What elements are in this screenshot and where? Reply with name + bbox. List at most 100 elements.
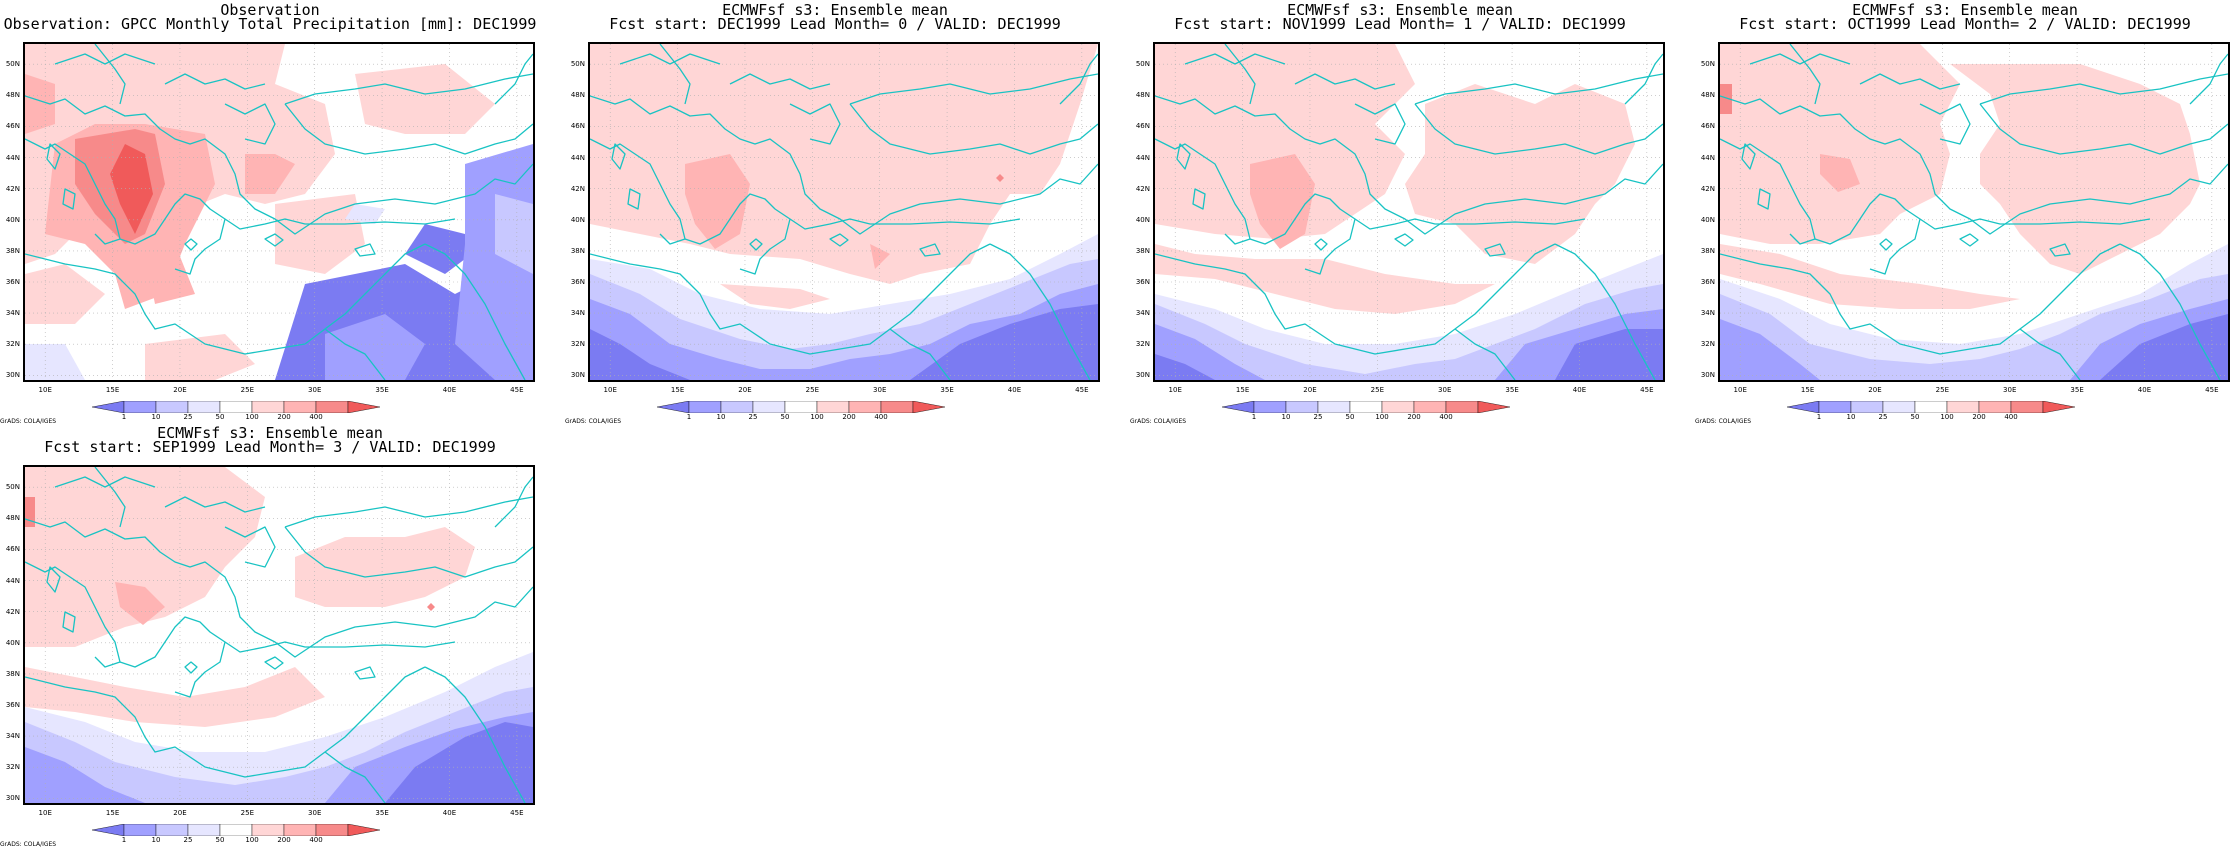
coastline	[324, 328, 386, 380]
lat-tick-label: 32N	[1700, 340, 1715, 349]
coastline	[849, 103, 1098, 155]
shading-region	[720, 284, 830, 309]
map-frame	[1718, 42, 2230, 382]
colorbar-segment	[347, 824, 380, 836]
coastline	[264, 656, 284, 670]
shading-region	[590, 329, 690, 380]
lat-tick-label: 46N	[1700, 122, 1715, 131]
coastline	[1720, 243, 2121, 355]
coastline	[1454, 328, 1516, 380]
lat-tick-label: 48N	[5, 514, 20, 523]
grads-credit: GrADS: COLA/IGES	[0, 841, 57, 848]
lon-tick-label: 20E	[738, 386, 752, 394]
colorbar-tick-label: 400	[874, 413, 888, 421]
lat-tick-label: 36N	[5, 278, 20, 286]
lat-tick-label: 34N	[1700, 309, 1715, 318]
lat-tick-label: 30N	[570, 371, 585, 380]
panel-title-line1: Observation	[220, 1, 320, 19]
lon-tick-label: 10E	[603, 386, 617, 394]
lon-tick-label: 10E	[38, 386, 52, 394]
panel-title-line1: ECMWFsf s3: Ensemble mean	[1287, 1, 1513, 19]
coastline	[1414, 73, 1663, 105]
coastline	[1059, 53, 1098, 105]
coastline	[1789, 44, 1821, 105]
shading-region	[910, 304, 1098, 380]
coastline	[354, 243, 376, 257]
lon-tick-label: 35E	[940, 386, 954, 394]
colorbar-segment	[1285, 401, 1319, 413]
coastline	[590, 95, 1098, 235]
lat-tick-label: 30N	[1135, 371, 1150, 380]
colorbar-segment	[92, 401, 125, 413]
shading-region	[25, 264, 105, 324]
coastline	[2019, 328, 2081, 380]
coastline	[25, 666, 426, 778]
colorbar-tick-label: 100	[245, 413, 259, 421]
panel-title-line2: Fcst start: SEP1999 Lead Month= 3 / VALI…	[44, 438, 496, 456]
colorbar-tick-label: 50	[215, 836, 225, 844]
colorbar-segment	[251, 824, 285, 836]
panel-lead-2: ECMWFsf s3: Ensemble mean Fcst start: OC…	[1695, 0, 2240, 430]
shading-region	[110, 144, 153, 234]
coastline	[1554, 243, 1656, 380]
colorbar-segment	[657, 401, 690, 413]
lat-tick-label: 42N	[1700, 184, 1715, 193]
colorbar-segment	[912, 401, 945, 413]
shading-region	[1720, 244, 2020, 309]
lon-tick-label: 15E	[670, 386, 685, 394]
colorbar-tick-label: 200	[1407, 413, 1421, 421]
colorbar-tick-label: 100	[1375, 413, 1389, 421]
colorbar-segment	[1914, 401, 1948, 413]
lat-tick-label: 30N	[1700, 371, 1715, 380]
lat-tick-label: 42N	[1135, 184, 1150, 193]
panel-lead-0: ECMWFsf s3: Ensemble mean Fcst start: DE…	[565, 0, 1110, 430]
coastline	[54, 53, 156, 65]
coastline	[1294, 73, 1396, 90]
colorbar-segment	[123, 401, 157, 413]
shading-region	[1820, 154, 1860, 192]
panel-title-line1: ECMWFsf s3: Ensemble mean	[1852, 1, 2078, 19]
colorbar-tick-label: 200	[277, 836, 291, 844]
shading-region	[325, 314, 425, 380]
coastline	[1919, 218, 2151, 230]
colorbar-segment	[848, 401, 882, 413]
colorbar-segment	[752, 401, 786, 413]
coastline	[94, 467, 126, 528]
colorbar-segment	[720, 401, 754, 413]
lon-tick-label: 40E	[1572, 386, 1587, 394]
shading-region	[25, 467, 265, 647]
shading-region	[1720, 319, 1820, 380]
panel-title-line1: ECMWFsf s3: Ensemble mean	[722, 1, 948, 19]
coastline	[749, 238, 763, 251]
coastline	[590, 243, 991, 355]
colorbar-segment	[1818, 401, 1852, 413]
map-canvas	[25, 467, 533, 803]
colorbar-segment	[2010, 401, 2044, 413]
coastline	[1354, 218, 1586, 230]
coastline	[184, 661, 198, 674]
colorbar-segment	[1413, 401, 1447, 413]
coastline	[789, 218, 1021, 230]
coastline	[46, 143, 61, 170]
map-canvas	[1155, 44, 1663, 380]
colorbar-segment	[155, 824, 189, 836]
lat-tick-label: 40N	[5, 215, 20, 224]
colorbar-segment	[187, 824, 221, 836]
shading-region	[2100, 314, 2228, 380]
lat-tick-label: 30N	[5, 794, 20, 803]
colorbar	[657, 401, 945, 413]
lat-tick-label: 48N	[570, 91, 585, 100]
colorbar-tick-label: 100	[245, 836, 259, 844]
colorbar-tick-label: 400	[2004, 413, 2018, 421]
lat-tick-label: 42N	[5, 607, 20, 616]
lon-tick-label: 10E	[1733, 386, 1747, 394]
coastline	[25, 518, 533, 658]
coastline	[1192, 188, 1206, 210]
coastline	[1749, 53, 1851, 65]
grads-credit: GrADS: COLA/IGES	[565, 418, 622, 425]
colorbar-tick-label: 1	[1251, 413, 1257, 421]
lat-tick-label: 40N	[1700, 215, 1715, 224]
shading-region	[1720, 44, 1960, 244]
coastline	[789, 103, 841, 145]
lat-tick-label: 50N	[570, 60, 585, 69]
